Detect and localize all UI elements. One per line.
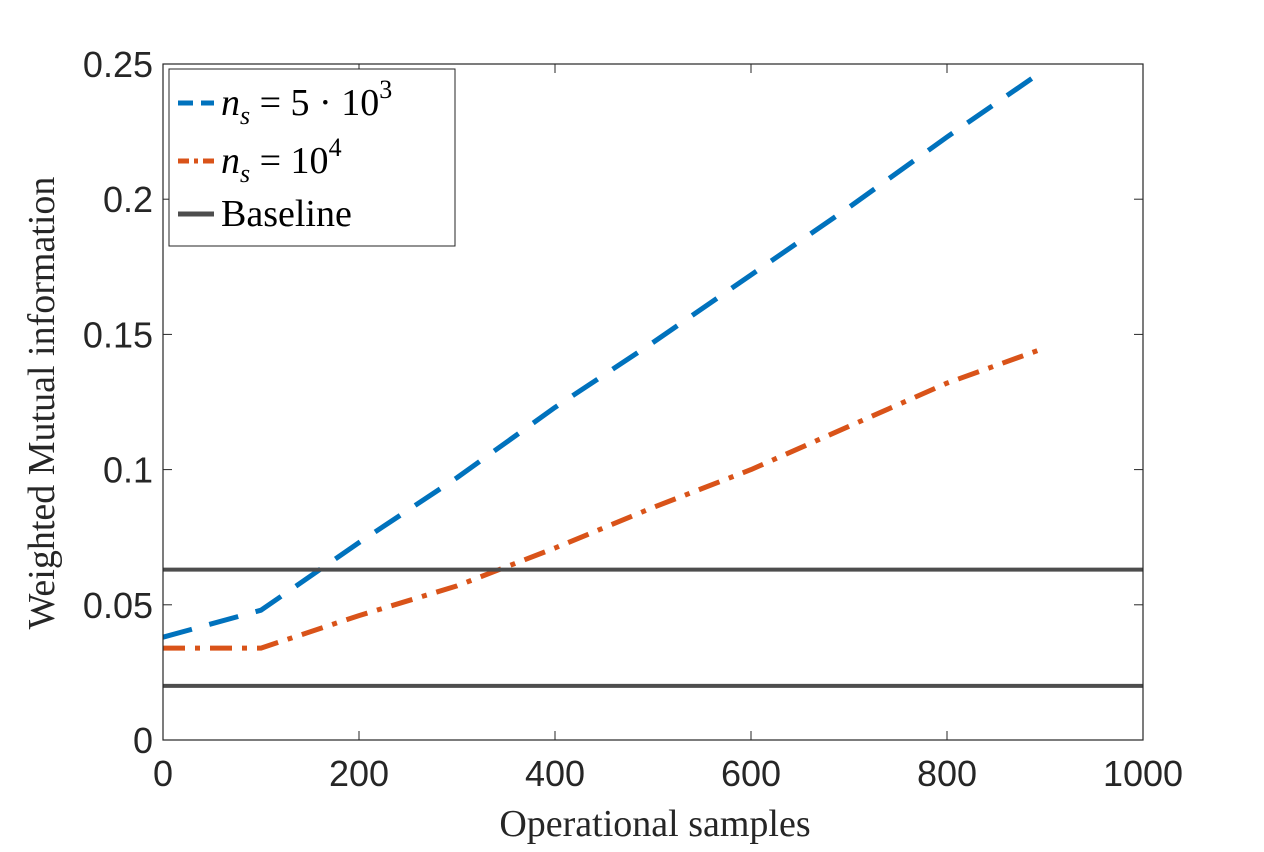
y-tick-label: 0.1 [103,450,153,491]
y-axis-title: Weighted Mutual information [21,177,63,630]
y-tick-label: 0.2 [103,179,153,220]
x-tick-label: 800 [917,753,977,794]
y-tick-label: 0.25 [83,44,153,85]
series-layer [162,67,1143,688]
legend-box [168,68,456,247]
x-tick-label: 0 [153,753,173,794]
frame-layer [162,63,1144,741]
series-line-2 [163,345,1046,651]
x-tick-label: 600 [721,753,781,794]
x-axis-title: Operational samples [499,803,810,845]
legend-label: ns = 5 · 103 [221,75,392,130]
x-tick-label: 400 [525,753,585,794]
series-line-1 [162,67,1047,640]
x-tick-label: 1000 [1103,753,1183,794]
x-tick-label: 200 [329,753,389,794]
legend-label: ns = 104 [221,133,342,188]
legend-label: Baseline [221,193,352,235]
y-tick-label: 0.15 [83,314,153,355]
y-tick-label: 0.05 [83,585,153,626]
axes-box [162,63,1144,741]
tick-labels: 0 200 400 600 800 1000 0 0.05 0.1 0.15 0.2 0.25 [83,44,1183,794]
y-tick-label: 0 [133,720,153,761]
